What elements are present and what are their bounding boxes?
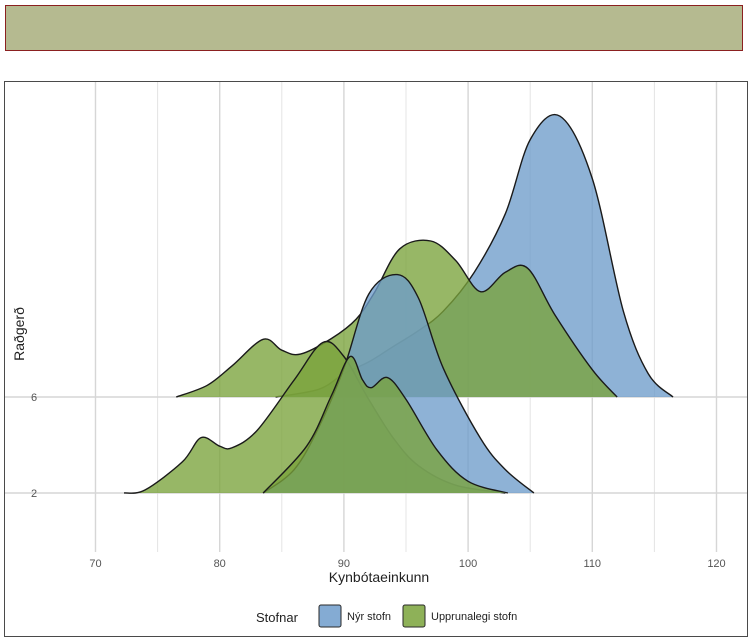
x-tick-label: 80 (214, 558, 226, 570)
x-tick-labels: 70 80 90 100 110 120 (89, 558, 725, 570)
x-tick-label: 100 (459, 558, 477, 570)
y-tick-label: 2 (31, 488, 37, 500)
header-banner (5, 5, 743, 51)
x-tick-label: 90 (338, 558, 350, 570)
legend-label-original: Upprunalegi stofn (431, 611, 517, 623)
ridgeline-chart: 70 80 90 100 110 120 26 Kynbótaeinkunn Raðger… (5, 82, 747, 628)
density-area-fill (263, 356, 508, 493)
y-axis-title: Raðgerð (11, 307, 27, 361)
legend-label-new: Nýr stofn (347, 611, 391, 623)
density-areas (123, 113, 674, 494)
x-tick-label: 120 (707, 558, 725, 570)
legend-swatch-new (318, 604, 342, 628)
density-area-outline (175, 239, 618, 398)
legend: Stofnar Nýr stofn Upprunalegi stofn (256, 604, 517, 628)
legend-title: Stofnar (256, 610, 299, 625)
x-tick-label: 110 (584, 558, 602, 570)
density-area-fill (275, 114, 674, 398)
x-axis-title: Kynbótaeinkunn (329, 569, 429, 585)
y-tick-label: 6 (31, 392, 37, 404)
y-tick-labels: 26 (31, 392, 37, 500)
legend-swatch-original (402, 604, 426, 628)
x-tick-label: 70 (89, 558, 101, 570)
density-area-fill (124, 341, 506, 494)
density-area-outline (262, 355, 509, 494)
